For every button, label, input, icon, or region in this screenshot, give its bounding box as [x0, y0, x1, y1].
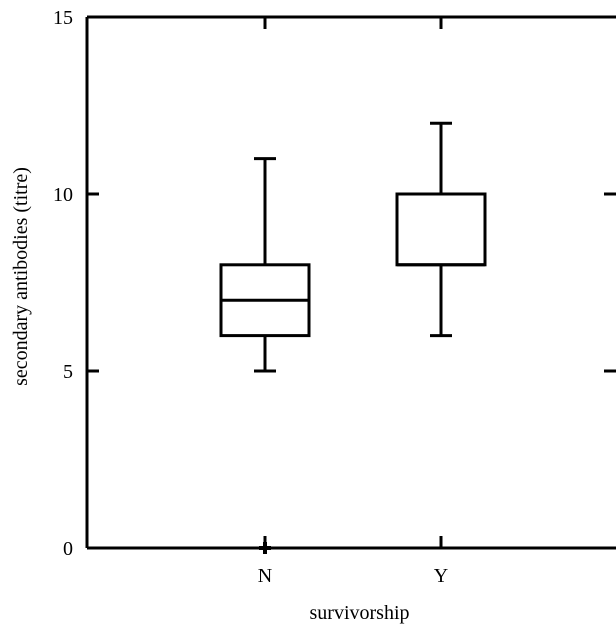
x-tick-label: N — [258, 565, 272, 587]
x-axis-label: survivorship — [310, 602, 410, 624]
y-tick-label: 5 — [63, 361, 73, 383]
plot-frame — [85, 15, 616, 550]
y-tick-label: 15 — [53, 7, 73, 29]
x-tick-label: Y — [434, 565, 448, 587]
y-axis-ticks: 0 5 10 15 — [53, 7, 616, 560]
y-axis-label: secondary antibodies (titre) — [10, 167, 32, 386]
box-series — [219, 121, 487, 554]
outlier-point — [259, 542, 271, 554]
box-y — [395, 121, 487, 338]
box-n — [219, 157, 311, 554]
y-tick-label: 10 — [53, 184, 73, 206]
interquartile-box — [395, 192, 487, 267]
y-tick-label: 0 — [63, 538, 73, 560]
